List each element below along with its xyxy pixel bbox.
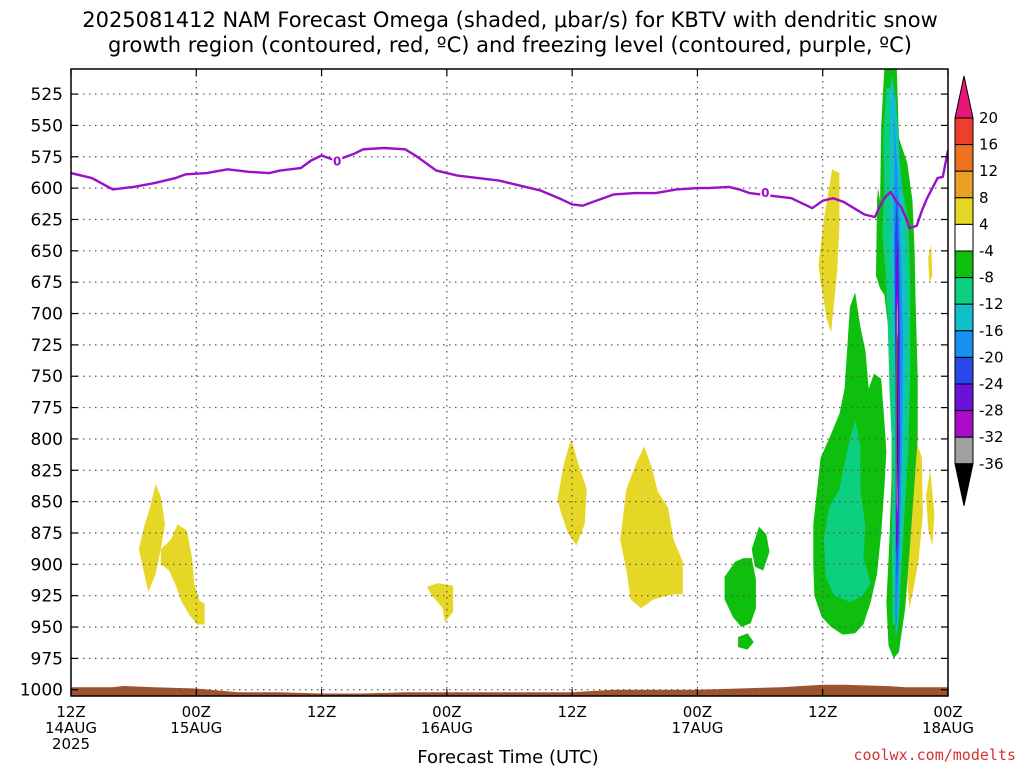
colorbar-bin-12 bbox=[954, 410, 974, 438]
colorbar-bin-3 bbox=[954, 170, 974, 199]
colorbar-bin-6 bbox=[954, 250, 974, 279]
freezing-level-label-2: 0 bbox=[761, 186, 769, 200]
colorbar-legend: 20 16 12 8 4 -4 -8 -12 -16 -20 -24 -28 -32 -36 bbox=[954, 75, 1004, 506]
colorbar-bin-4 bbox=[954, 197, 974, 225]
y-tick-label-850: 850 bbox=[31, 493, 63, 513]
colorbar-label-8: -12 bbox=[979, 295, 1004, 313]
x-tick-label-84-2: 18AUG bbox=[922, 719, 974, 737]
y-tick-label-700: 700 bbox=[31, 305, 63, 325]
colorbar-bin-10 bbox=[954, 356, 974, 385]
x-tick-label-60-1: 00Z bbox=[683, 703, 712, 721]
surface-ground bbox=[71, 684, 948, 696]
plot-contents: 00 bbox=[71, 69, 948, 696]
x-tick-label-12-2: 15AUG bbox=[170, 719, 222, 737]
y-tick-label-550: 550 bbox=[31, 116, 63, 136]
colorbar-bin-2 bbox=[954, 144, 974, 172]
y-tick-label-925: 925 bbox=[31, 587, 63, 607]
colorbar-label-12: -28 bbox=[979, 402, 1004, 420]
colorbar-label-4: 8 bbox=[979, 189, 989, 207]
y-tick-label-975: 975 bbox=[31, 649, 63, 669]
x-tick-label-36-1: 00Z bbox=[432, 703, 461, 721]
colorbar-bin-bottom bbox=[954, 463, 974, 506]
colorbar-label-5: 4 bbox=[979, 215, 989, 233]
x-tick-label-0-3: 2025 bbox=[52, 735, 90, 753]
freezing-label-bg-2 bbox=[760, 184, 771, 199]
x-tick-label-72-1: 12Z bbox=[808, 703, 837, 721]
x-tick-label-36-2: 16AUG bbox=[421, 719, 473, 737]
plot-frame bbox=[70, 68, 949, 697]
y-tick-label-825: 825 bbox=[31, 461, 63, 481]
chart-title-line-1: 2025081412 NAM Forecast Omega (shaded, μ… bbox=[82, 8, 938, 32]
colorbar-label-14: -36 bbox=[979, 455, 1004, 473]
colorbar-label-7: -8 bbox=[979, 269, 994, 287]
colorbar-bin-1 bbox=[954, 117, 974, 146]
omega-region-5 bbox=[620, 446, 683, 609]
omega-region-4 bbox=[557, 438, 587, 546]
omega-region-6 bbox=[724, 558, 756, 627]
freezing-level-label-1: 0 bbox=[333, 155, 341, 169]
colorbar-bin-7 bbox=[954, 277, 974, 305]
credit-text: coolwx.com/modelts bbox=[853, 746, 1016, 764]
omega-region-14 bbox=[928, 244, 933, 283]
omega-region-23 bbox=[897, 332, 898, 496]
x-axis-title: Forecast Time (UTC) bbox=[417, 747, 598, 768]
x-tick-label-60-2: 17AUG bbox=[671, 719, 723, 737]
x-tick-label-12-1: 00Z bbox=[182, 703, 211, 721]
y-tick-label-675: 675 bbox=[31, 273, 63, 293]
gridlines bbox=[71, 69, 948, 696]
omega-region-1 bbox=[138, 484, 165, 592]
y-tick-label-600: 600 bbox=[31, 179, 63, 199]
omega-region-8 bbox=[751, 526, 770, 571]
y-tick-label-1000: 1000 bbox=[20, 681, 63, 701]
x-tick-label-0-2: 14AUG bbox=[45, 719, 97, 737]
omega-region-7 bbox=[738, 633, 754, 650]
y-tick-label-750: 750 bbox=[31, 367, 63, 387]
y-tick-label-950: 950 bbox=[31, 618, 63, 638]
omega-region-10 bbox=[823, 420, 871, 602]
colorbar-label-3: 12 bbox=[979, 162, 998, 180]
colorbar-label-13: -32 bbox=[979, 428, 1004, 446]
y-tick-label-800: 800 bbox=[31, 430, 63, 450]
chart-title-line-2: growth region (contoured, red, ºC) and f… bbox=[108, 33, 912, 57]
y-tick-label-525: 525 bbox=[31, 85, 63, 105]
freezing-label-bg-1 bbox=[332, 153, 343, 168]
y-tick-label-775: 775 bbox=[31, 399, 63, 419]
omega-region-3 bbox=[427, 583, 454, 622]
y-tick-label-650: 650 bbox=[31, 242, 63, 262]
freezing-level-line bbox=[71, 146, 948, 230]
x-tick-label-84-1: 00Z bbox=[933, 703, 962, 721]
colorbar-label-9: -16 bbox=[979, 322, 1004, 340]
omega-region-11 bbox=[818, 169, 840, 333]
y-tick-label-875: 875 bbox=[31, 524, 63, 544]
x-tick-label-0-1: 12Z bbox=[56, 703, 85, 721]
y-tick-label-575: 575 bbox=[31, 148, 63, 168]
plot-area: 0052555057560062565067570072575077580082… bbox=[20, 68, 974, 753]
colorbar-bin-11 bbox=[954, 383, 974, 412]
y-tick-label-625: 625 bbox=[31, 210, 63, 230]
colorbar-bin-5 bbox=[954, 223, 974, 252]
colorbar-label-6: -4 bbox=[979, 242, 994, 260]
colorbar-label-10: -20 bbox=[979, 348, 1004, 366]
colorbar-bin-top bbox=[954, 75, 974, 119]
colorbar-label-2: 16 bbox=[979, 136, 998, 154]
colorbar-bin-9 bbox=[954, 330, 974, 358]
y-tick-label-725: 725 bbox=[31, 336, 63, 356]
x-tick-label-48-1: 12Z bbox=[557, 703, 586, 721]
colorbar-bin-8 bbox=[954, 303, 974, 332]
omega-region-12 bbox=[905, 438, 923, 609]
colorbar-bin-13 bbox=[954, 436, 974, 465]
omega-region-2 bbox=[160, 524, 205, 625]
omega-region-13 bbox=[926, 470, 935, 546]
x-tick-label-24-1: 12Z bbox=[307, 703, 336, 721]
y-tick-label-900: 900 bbox=[31, 555, 63, 575]
colorbar-label-1: 20 bbox=[979, 109, 998, 127]
colorbar-label-11: -24 bbox=[979, 375, 1004, 393]
